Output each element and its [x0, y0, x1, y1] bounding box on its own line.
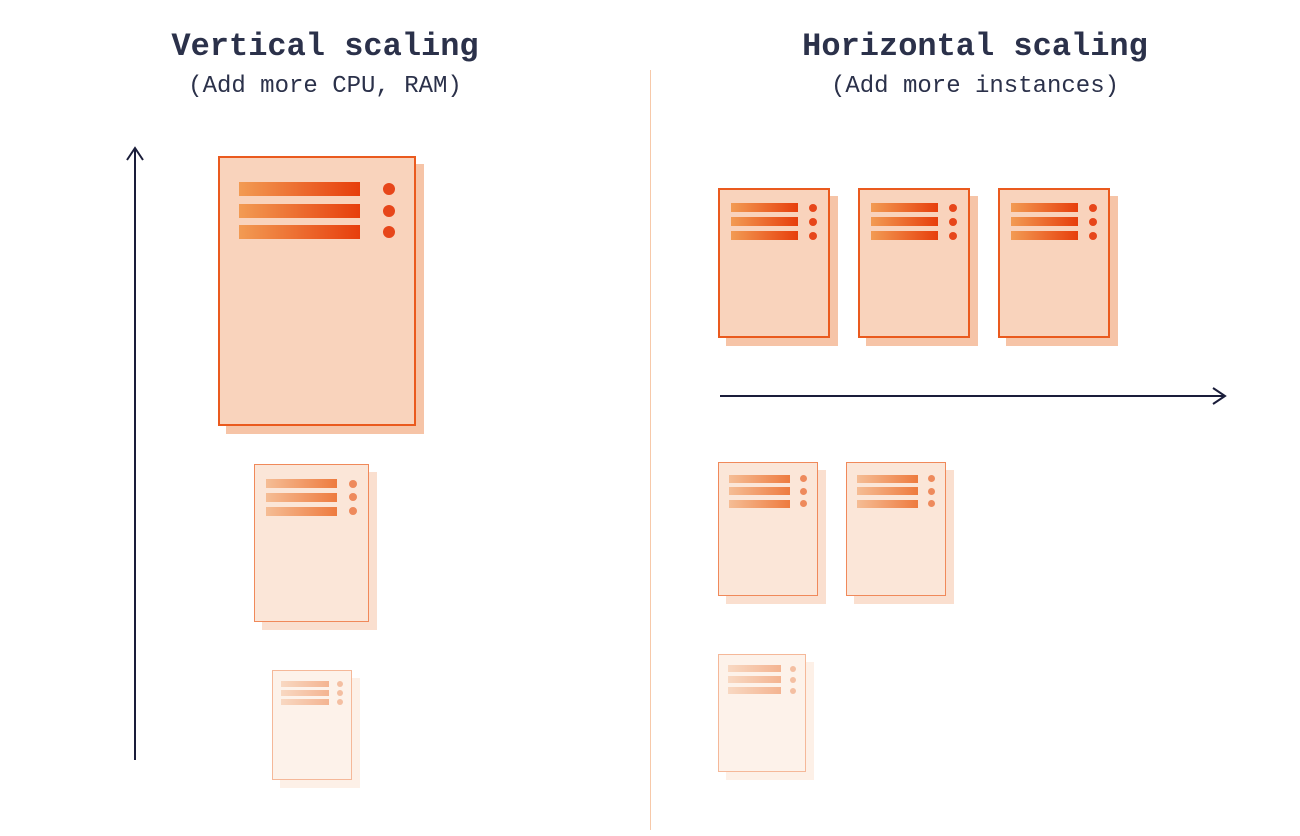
vertical-subtitle: (Add more CPU, RAM) [0, 73, 650, 100]
vertical-arrow-icon [120, 138, 150, 770]
server-icon [254, 464, 369, 622]
horizontal-scaling-panel: Horizontal scaling (Add more instances) [650, 0, 1300, 836]
vertical-scaling-panel: Vertical scaling (Add more CPU, RAM) [0, 0, 650, 836]
server-icon [718, 654, 806, 772]
server-icon [718, 188, 830, 338]
server-icon [846, 462, 946, 596]
server-icon [858, 188, 970, 338]
server-icon [272, 670, 352, 780]
server-icon [218, 156, 416, 426]
horizontal-title: Horizontal scaling [650, 28, 1300, 65]
vertical-title: Vertical scaling [0, 28, 650, 65]
horizontal-subtitle: (Add more instances) [650, 73, 1300, 100]
horizontal-arrow-icon [710, 381, 1235, 411]
server-icon [718, 462, 818, 596]
server-icon [998, 188, 1110, 338]
